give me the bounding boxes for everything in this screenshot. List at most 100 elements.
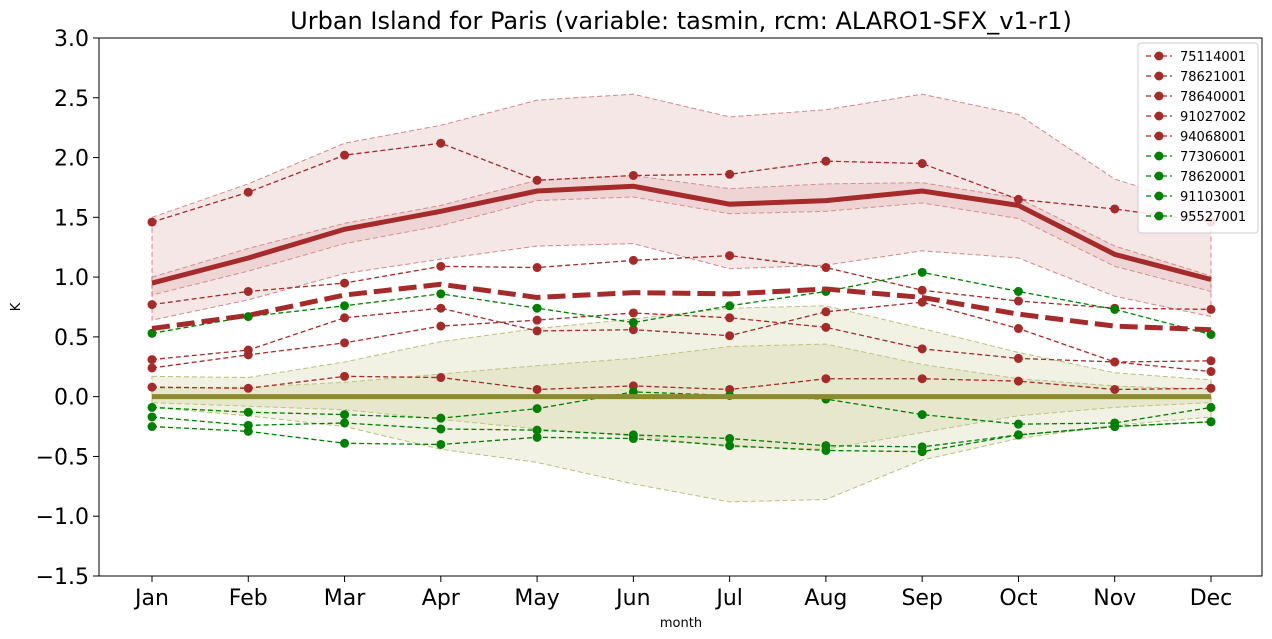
- point-78621001-Dec: [1206, 356, 1216, 366]
- point-91027002-Mar: [340, 338, 350, 348]
- x-tick-label: Sep: [901, 586, 942, 611]
- urban-mean-line: [151, 183, 1212, 286]
- point-78640001-May: [532, 384, 542, 394]
- series-91027002: [147, 308, 1216, 377]
- point-91027002-Apr: [436, 321, 446, 331]
- point-77306001-Apr: [436, 289, 446, 299]
- point-91103001-Jul: [725, 434, 735, 444]
- series-line-94068001: [151, 254, 1212, 311]
- point-78620001-Dec: [1206, 402, 1216, 412]
- point-78620001-Sep: [917, 410, 927, 420]
- legend-label: 91027002: [1180, 110, 1246, 125]
- series-line-75114001: [151, 142, 1212, 223]
- point-95527001-Jul: [725, 441, 735, 451]
- y-tick-label: 1.0: [54, 266, 89, 291]
- point-77306001-Jul: [725, 301, 735, 311]
- point-94068001-Mar: [340, 278, 350, 288]
- point-78621001-Oct: [1013, 324, 1023, 334]
- point-77306001-Oct: [1013, 286, 1023, 296]
- point-94068001-Jul: [725, 251, 735, 261]
- series-line-77306001: [151, 271, 1212, 336]
- legend-label: 94068001: [1180, 130, 1246, 145]
- point-95527001-Feb: [243, 426, 253, 436]
- point-91103001-Jan: [147, 412, 157, 422]
- legend-item-91103001: 91103001: [1146, 190, 1246, 205]
- point-91027002-Dec: [1206, 367, 1216, 377]
- point-75114001-Apr: [436, 138, 446, 148]
- confidence-bands: [151, 93, 1212, 503]
- point-78621001-Jan: [147, 355, 157, 365]
- plot-frame: [98, 37, 1263, 577]
- point-91103001-May: [532, 425, 542, 435]
- legend-marker: [1154, 111, 1164, 121]
- x-tick-label: Jun: [614, 586, 650, 611]
- legend-item-78620001: 78620001: [1146, 170, 1246, 185]
- rural-outer-band: [151, 305, 1212, 503]
- point-78621001-Jun: [628, 325, 638, 335]
- point-77306001-Sep: [917, 267, 927, 277]
- point-78640001-Feb: [243, 383, 253, 393]
- point-77306001-Mar: [340, 301, 350, 311]
- x-tick-label: Dec: [1190, 586, 1233, 611]
- point-77306001-Feb: [243, 312, 253, 322]
- y-tick-label: 1.5: [54, 206, 89, 231]
- x-axis-label: month: [660, 616, 702, 631]
- x-tick-label: Mar: [324, 586, 366, 611]
- point-78640001-Sep: [917, 374, 927, 384]
- legend-item-78621001: 78621001: [1146, 70, 1246, 85]
- series-line-78620001: [151, 391, 1212, 425]
- point-78620001-Feb: [243, 407, 253, 417]
- point-94068001-Sep: [917, 285, 927, 295]
- point-91027002-Aug: [821, 322, 831, 332]
- point-78621001-Jul: [725, 331, 735, 341]
- point-91027002-Feb: [243, 350, 253, 360]
- point-91027002-May: [532, 315, 542, 325]
- legend-item-77306001: 77306001: [1146, 150, 1246, 165]
- point-94068001-Oct: [1013, 296, 1023, 306]
- legend-item-75114001: 75114001: [1146, 50, 1246, 65]
- point-94068001-Feb: [243, 286, 253, 296]
- axes: −1.5 −1.0 −0.5 0.0 0.5 1.0 1.5 2.0 2.5 3.0 Jan Feb M…: [36, 27, 1263, 611]
- legend-label: 91103001: [1180, 190, 1246, 205]
- legend-marker: [1154, 151, 1164, 161]
- series-78621001: [147, 297, 1216, 367]
- legend-item-94068001: 94068001: [1146, 130, 1246, 145]
- point-78620001-Oct: [1013, 419, 1023, 429]
- point-75114001-Sep: [917, 159, 927, 169]
- point-75114001-Jun: [628, 170, 638, 180]
- series-line-91103001: [151, 416, 1212, 448]
- legend-marker: [1154, 211, 1164, 221]
- point-78620001-Jan: [147, 402, 157, 412]
- legend-marker: [1154, 71, 1164, 81]
- point-94068001-Jan: [147, 300, 157, 310]
- point-78621001-Mar: [340, 313, 350, 323]
- legend-marker: [1154, 171, 1164, 181]
- point-78640001-Jan: [147, 382, 157, 392]
- point-95527001-Dec: [1206, 417, 1216, 427]
- legend-box: [1137, 42, 1259, 234]
- point-77306001-Jun: [628, 318, 638, 328]
- point-75114001-Nov: [1110, 204, 1120, 214]
- y-tick-label: −1.0: [36, 505, 89, 530]
- y-tick-label: 0.5: [54, 326, 89, 351]
- point-95527001-May: [532, 432, 542, 442]
- y-tick-label: −0.5: [36, 445, 89, 470]
- point-91027002-Nov: [1110, 357, 1120, 367]
- point-75114001-Oct: [1013, 194, 1023, 204]
- point-78621001-May: [532, 326, 542, 336]
- point-78620001-Mar: [340, 410, 350, 420]
- point-77306001-Dec: [1206, 329, 1216, 339]
- point-94068001-Aug: [821, 263, 831, 273]
- legend-label: 77306001: [1180, 150, 1246, 165]
- legend-label: 75114001: [1180, 50, 1246, 65]
- x-tick-label: Jul: [714, 586, 743, 611]
- point-75114001-Jan: [147, 217, 157, 227]
- point-78640001-Oct: [1013, 376, 1023, 386]
- chart-title: Urban Island for Paris (variable: tasmin…: [290, 7, 1072, 35]
- series-78640001: [147, 371, 1216, 394]
- legend-marker: [1154, 131, 1164, 141]
- x-tick-label: Aug: [804, 586, 847, 611]
- x-tick-label: Nov: [1093, 586, 1136, 611]
- point-75114001-Mar: [340, 150, 350, 160]
